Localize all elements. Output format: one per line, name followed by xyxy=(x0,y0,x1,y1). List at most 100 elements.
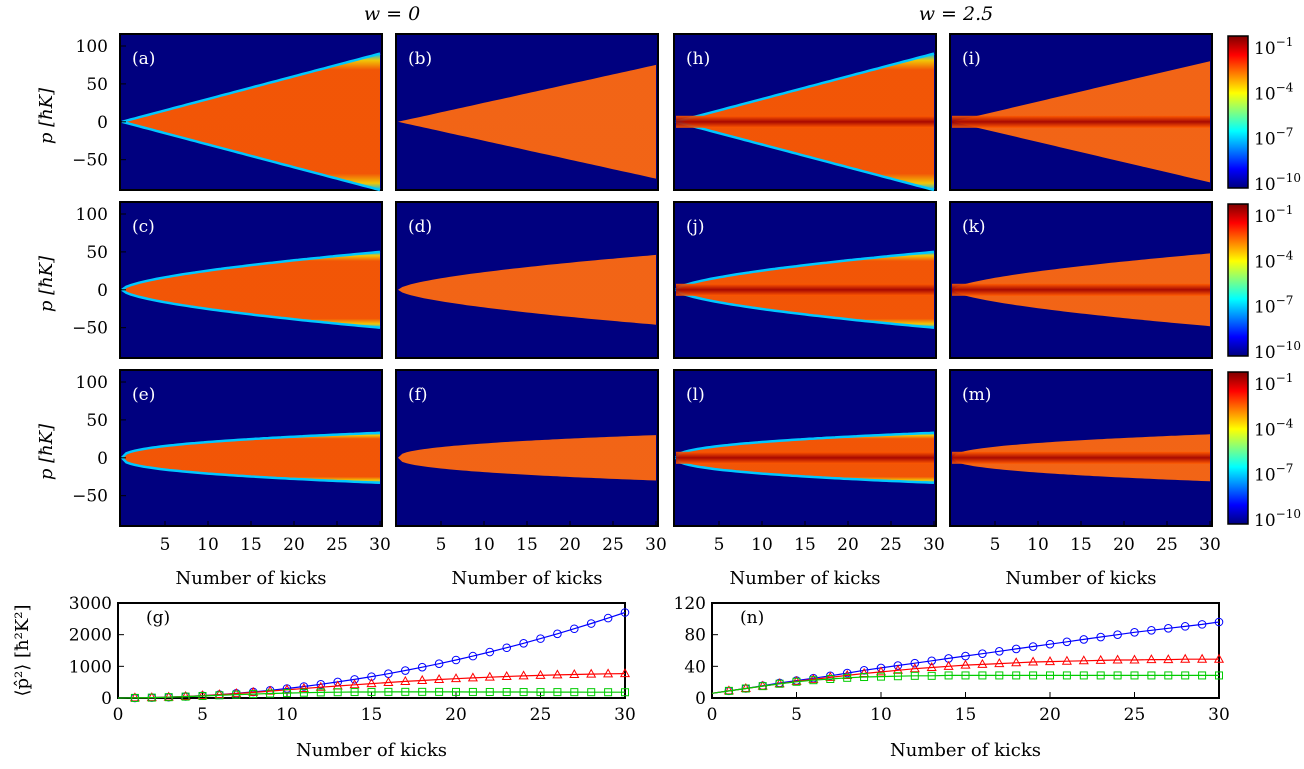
data-point xyxy=(1147,671,1156,680)
line-chart: 0 1000 2000 3000 0 5 10 15 20 25 30 Number of kicks… xyxy=(12,594,636,761)
data-point xyxy=(741,684,750,693)
data-point xyxy=(843,673,852,682)
data-point xyxy=(1062,637,1072,647)
data-point xyxy=(860,673,869,682)
data-point xyxy=(401,687,410,696)
data-point xyxy=(214,689,225,699)
data-point xyxy=(552,669,563,679)
data-point xyxy=(826,675,835,683)
ytick-label: 0 xyxy=(101,689,112,709)
panel-label: (k) xyxy=(962,217,986,237)
heatmap-panel: (c) xyxy=(119,201,383,359)
data-point xyxy=(435,687,444,696)
data-point xyxy=(1096,632,1105,642)
heatmap-ytick-label: 100 xyxy=(76,37,108,57)
data-point xyxy=(1044,656,1056,666)
data-point xyxy=(249,690,258,699)
colorbar-tick-label: 10−10 xyxy=(1254,171,1301,195)
data-point xyxy=(1078,655,1089,665)
zero-momentum-band xyxy=(952,451,1210,464)
data-point xyxy=(299,682,309,691)
data-point xyxy=(283,689,291,698)
data-point xyxy=(434,659,444,669)
heatmap-ytick-label: −50 xyxy=(72,487,108,507)
panel-label: (d) xyxy=(408,217,432,237)
heatmap-xlabel: Number of kicks xyxy=(175,568,326,589)
data-point xyxy=(333,688,342,697)
data-point xyxy=(485,687,494,696)
data-point xyxy=(619,668,631,678)
data-point xyxy=(197,690,208,700)
data-point xyxy=(350,675,359,684)
ytick-label: 0 xyxy=(695,689,706,709)
panel-label: (e) xyxy=(132,385,155,405)
colorbar xyxy=(1227,371,1249,525)
heatmap-xtick-label: 15 xyxy=(240,535,262,555)
data-point xyxy=(1062,671,1071,680)
data-point xyxy=(452,687,460,696)
data-point xyxy=(384,687,393,696)
data-point xyxy=(842,668,852,678)
data-point xyxy=(535,669,546,679)
data-point xyxy=(1147,626,1156,635)
data-point xyxy=(1113,630,1122,639)
series-line xyxy=(711,621,1220,694)
heatmap-ytick-label: −50 xyxy=(72,151,108,171)
panels-layer: (a) (b) (h) (i)(c) (d) (j) (k)(e) (f) (l) (m)1005… xyxy=(12,33,1301,761)
panel-label: (f) xyxy=(408,385,428,405)
ytick-label: 2000 xyxy=(69,626,112,646)
data-point xyxy=(266,689,275,698)
xtick-label: 20 xyxy=(1039,705,1061,725)
heatmap-xtick-label: 20 xyxy=(559,535,581,555)
data-point xyxy=(451,655,461,665)
zero-momentum-band xyxy=(952,115,1210,128)
heatmap-panel: (l) xyxy=(673,369,937,527)
colorbar-tick-label: 10−7 xyxy=(1254,126,1293,150)
data-point xyxy=(553,629,562,639)
upper-fringe xyxy=(675,52,935,124)
colorbar-tick-label: 10−7 xyxy=(1254,462,1293,486)
panel-label: (c) xyxy=(132,217,155,237)
data-point xyxy=(484,671,495,681)
data-point xyxy=(875,666,887,676)
zero-momentum-band xyxy=(676,115,934,128)
xtick-label: 25 xyxy=(1124,705,1146,725)
data-point xyxy=(927,656,937,666)
data-point xyxy=(1129,654,1140,664)
data-point xyxy=(995,671,1004,680)
data-point xyxy=(1164,624,1173,633)
data-point xyxy=(586,668,597,678)
data-point xyxy=(791,675,802,685)
data-point xyxy=(198,691,207,700)
data-point xyxy=(587,688,596,697)
data-point xyxy=(1096,671,1105,680)
data-point xyxy=(316,688,325,697)
zero-momentum-band xyxy=(676,451,934,464)
lower-fringe xyxy=(121,120,381,192)
data-point xyxy=(450,673,462,683)
data-point xyxy=(231,688,242,698)
wavepacket-wedge xyxy=(398,254,656,325)
data-point xyxy=(1046,671,1054,680)
upper-fringe xyxy=(121,250,381,291)
data-point xyxy=(978,649,987,658)
heatmap-panel: (f) xyxy=(395,369,659,527)
data-point xyxy=(792,677,801,686)
heatmap-panel: (j) xyxy=(673,201,937,359)
data-point xyxy=(603,668,614,678)
colorbar-tick-label: 10−1 xyxy=(1254,35,1293,59)
data-point xyxy=(570,688,579,697)
heatmap-xtick-label: 20 xyxy=(837,535,859,555)
colorbar-tick-label: 10−10 xyxy=(1254,507,1301,531)
data-point xyxy=(1028,656,1039,666)
data-point xyxy=(248,686,259,696)
data-point xyxy=(502,688,511,697)
colorbar-tick-label: 10−4 xyxy=(1254,416,1294,440)
data-point xyxy=(298,682,309,692)
data-point xyxy=(401,666,410,675)
panel-label: (h) xyxy=(686,49,710,69)
data-point xyxy=(621,688,629,697)
data-point xyxy=(1130,627,1139,637)
colorbar-tick-label: 10−7 xyxy=(1254,294,1293,318)
heatmap-panel: (a) xyxy=(119,33,383,192)
